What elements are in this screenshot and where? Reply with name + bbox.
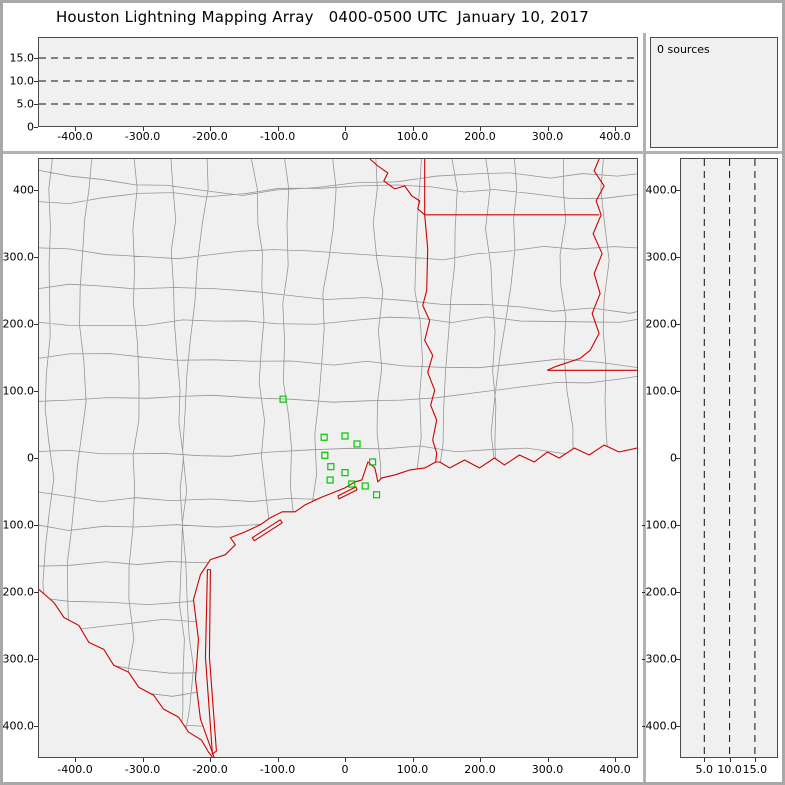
matagorda-island — [251, 519, 283, 542]
map-y-tick-label: 100.0 — [2, 384, 35, 398]
lma-station-marker — [361, 482, 369, 490]
altitude-ew-plot[interactable] — [38, 37, 638, 127]
map-x-tick-label: 300.0 — [531, 763, 564, 776]
ns-altitude-x-tick-label: 5.0 — [695, 763, 714, 776]
axis-tick — [615, 127, 616, 131]
ew-altitude-y-tick-label: 0 — [27, 120, 34, 134]
ns-y-tick-label: -200.0 — [641, 585, 677, 599]
red-river-border — [369, 159, 426, 216]
altitude-ns-plot[interactable] — [680, 158, 778, 758]
ew-altitude-y-tick-label: 5.0 — [16, 97, 35, 111]
axis-tick — [480, 127, 481, 131]
ew-distance-x-tick-label: -400.0 — [57, 130, 93, 143]
axis-tick — [412, 127, 414, 131]
axis-tick — [142, 758, 144, 762]
ew-distance-x-tick-label: 100.0 — [396, 130, 429, 143]
ew-distance-x-tick-label: -300.0 — [124, 130, 161, 143]
map-y-tick-label: 0 — [27, 451, 34, 465]
ew-distance-x-tick-label: 200.0 — [464, 130, 496, 143]
lma-stations-group — [279, 395, 381, 499]
land-area — [39, 159, 637, 757]
map-x-tick-label: 100.0 — [396, 763, 429, 776]
lma-station-marker — [372, 491, 381, 499]
axis-tick — [277, 127, 279, 131]
ew-altitude-y-tick-label: 10.0 — [9, 74, 35, 88]
ns-y-tick-label: 400.0 — [645, 183, 678, 197]
lma-station-marker — [341, 469, 349, 477]
ew-distance-x-tick-label: -200.0 — [192, 130, 228, 143]
plan-view-map-plot[interactable] — [38, 158, 638, 758]
sources-panel: 0 sources — [650, 37, 778, 148]
ew-altitude-y-tick-label: 15.0 — [9, 51, 35, 65]
axis-tick — [210, 758, 211, 762]
axis-tick — [277, 758, 279, 762]
map-y-tick-label: 300.0 — [2, 250, 35, 264]
ew-distance-x-tick-label: 400.0 — [599, 130, 631, 143]
axis-tick — [615, 758, 616, 762]
lma-station-marker — [327, 463, 335, 471]
ns-y-tick-label: 200.0 — [645, 317, 678, 331]
ns-y-tick-label: 100.0 — [645, 384, 678, 398]
lma-station-marker — [353, 440, 361, 448]
lma-station-marker — [341, 432, 349, 440]
axis-tick — [412, 758, 414, 762]
map-y-tick-label: -200.0 — [0, 585, 34, 599]
map-y-tick-label: -300.0 — [0, 652, 34, 666]
separator-horizontal — [0, 151, 785, 154]
rio-grande-border — [39, 589, 214, 757]
map-x-tick-label: -400.0 — [57, 763, 93, 776]
separator-vertical — [643, 33, 646, 782]
map-y-tick-label: 200.0 — [2, 317, 35, 331]
axis-tick — [480, 758, 481, 762]
map-x-tick-label: -100.0 — [259, 763, 296, 776]
axis-tick — [210, 127, 211, 131]
mississippi-river-border — [547, 159, 605, 371]
map-y-tick-label: -400.0 — [0, 719, 34, 733]
window-title: Houston Lightning Mapping Array 0400-050… — [55, 8, 590, 26]
map-x-tick-label: -300.0 — [124, 763, 161, 776]
altitude-ew-canvas — [39, 57, 637, 105]
texas-louisiana-border-sabine — [422, 214, 438, 463]
lma-station-marker — [348, 480, 356, 488]
lma-station-marker — [368, 458, 377, 466]
axis-tick — [142, 127, 144, 131]
map-x-tick-label: 400.0 — [599, 763, 631, 776]
axis-tick — [34, 127, 38, 128]
axis-tick — [75, 758, 76, 762]
map-y-tick-label: -100.0 — [0, 518, 34, 532]
ns-y-tick-label: 300.0 — [645, 250, 678, 264]
ns-y-tick-label: 0 — [670, 451, 677, 465]
axis-tick — [345, 127, 346, 131]
galveston-island — [337, 486, 358, 500]
map-x-tick-label: 0 — [341, 763, 349, 776]
map-y-tick-label: 400 — [13, 183, 34, 197]
ns-y-tick-label: -100.0 — [641, 518, 677, 532]
lma-station-marker — [326, 476, 334, 484]
padre-island — [204, 569, 217, 755]
axis-tick — [75, 127, 76, 131]
axis-tick — [754, 758, 756, 762]
axis-tick — [704, 758, 706, 762]
axis-tick — [729, 758, 731, 762]
ew-distance-x-tick-label: 0 — [341, 130, 349, 143]
lma-station-marker — [321, 451, 329, 459]
ns-altitude-x-tick-label: 10.0 — [717, 763, 742, 776]
ns-y-tick-label: -400.0 — [641, 719, 677, 733]
axis-tick — [345, 758, 346, 762]
axis-tick — [547, 127, 549, 131]
altitude-ns-canvas — [703, 159, 756, 757]
ns-altitude-x-tick-label: 15.0 — [742, 763, 768, 776]
map-canvas — [39, 159, 637, 757]
sources-count-label: 0 sources — [657, 43, 710, 56]
lma-station-marker — [279, 395, 287, 403]
ew-distance-x-tick-label: 300.0 — [531, 130, 564, 143]
map-x-tick-label: -200.0 — [192, 763, 228, 776]
lma-station-marker — [320, 433, 328, 441]
ew-distance-x-tick-label: -100.0 — [259, 130, 296, 143]
axis-tick — [547, 758, 549, 762]
ns-y-tick-label: -300.0 — [641, 652, 677, 666]
map-x-tick-label: 200.0 — [464, 763, 496, 776]
